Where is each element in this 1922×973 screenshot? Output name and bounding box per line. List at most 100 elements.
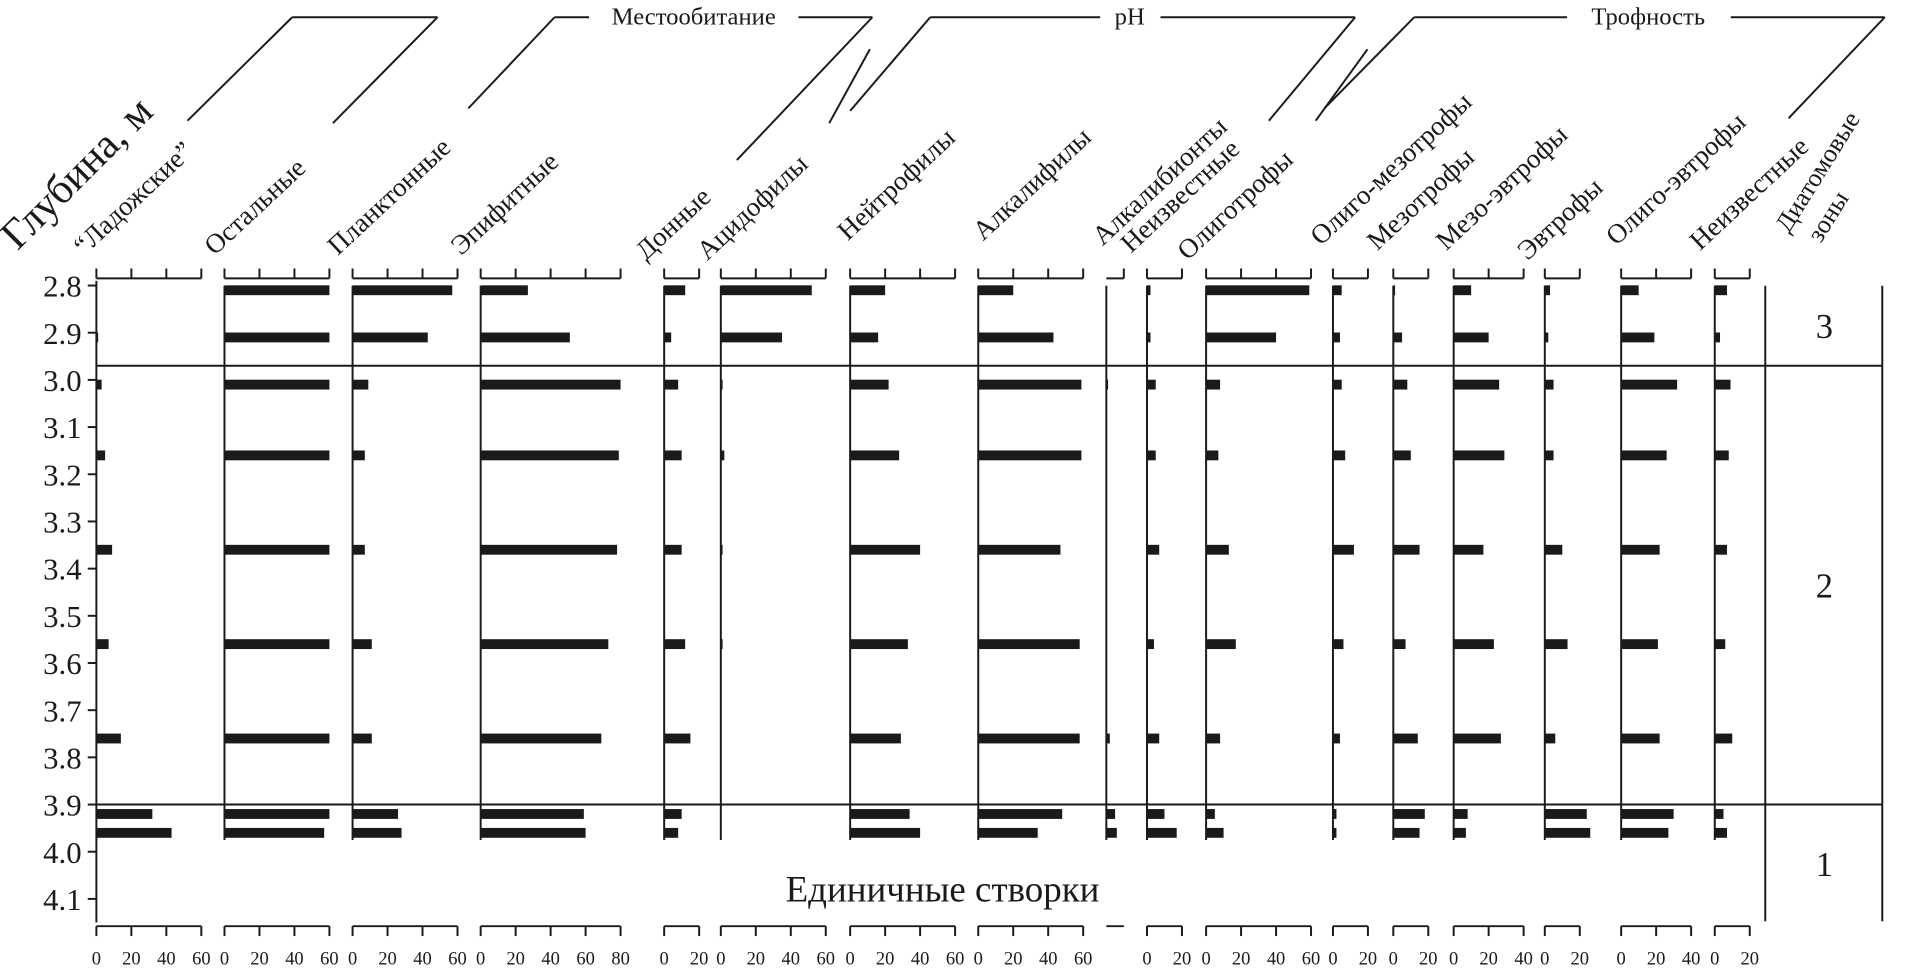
bar xyxy=(664,450,682,461)
bar xyxy=(664,332,672,343)
x-tick-label: 60 xyxy=(192,948,210,968)
bar xyxy=(96,379,102,390)
bar xyxy=(1332,450,1346,461)
bar xyxy=(352,379,369,390)
bar xyxy=(720,379,723,390)
bar xyxy=(224,827,325,838)
bar xyxy=(1146,450,1156,461)
bar xyxy=(352,450,365,461)
bar xyxy=(1621,285,1639,296)
bar xyxy=(850,379,889,390)
x-tick-label: 20 xyxy=(122,948,140,968)
bar xyxy=(1393,809,1425,819)
bar xyxy=(1206,639,1236,650)
bar xyxy=(1453,285,1472,296)
x-tick-label: 40 xyxy=(157,948,175,968)
zone-label: 2 xyxy=(1816,567,1833,605)
group-brackets xyxy=(186,16,1886,161)
bar xyxy=(96,827,172,838)
y-tick-label: 3.7 xyxy=(43,694,81,728)
bar xyxy=(1393,285,1396,296)
x-tick-label: 20 xyxy=(250,948,268,968)
bar xyxy=(978,285,1014,296)
y-tick-label: 3.2 xyxy=(43,458,81,492)
bar xyxy=(1206,450,1219,461)
bar xyxy=(1393,733,1418,744)
bar xyxy=(1621,450,1667,461)
bar xyxy=(1544,332,1549,343)
bar xyxy=(1146,332,1151,343)
column-label: Эпифитные xyxy=(445,146,565,260)
bar xyxy=(850,733,901,744)
annotation: Единичные створки xyxy=(786,869,1100,910)
bar xyxy=(1621,733,1660,744)
bar xyxy=(480,332,570,343)
bar xyxy=(1332,285,1342,296)
bar xyxy=(978,733,1080,744)
y-tick-label: 2.8 xyxy=(43,270,81,304)
x-tick-label: 0 xyxy=(1449,948,1458,968)
bar xyxy=(96,733,121,744)
y-tick-label: 3.9 xyxy=(43,789,81,823)
bar xyxy=(1146,809,1165,819)
bar xyxy=(1621,332,1655,343)
bar xyxy=(352,332,428,343)
bar xyxy=(1146,827,1177,838)
bar xyxy=(480,285,528,296)
y-tick-label: 3.5 xyxy=(43,600,81,634)
bar xyxy=(352,544,365,555)
bar xyxy=(978,332,1054,343)
bar xyxy=(1544,639,1568,650)
bar xyxy=(978,544,1061,555)
bar xyxy=(1206,809,1215,819)
x-tick-label: 0 xyxy=(1389,948,1398,968)
bar xyxy=(1453,809,1468,819)
bar xyxy=(978,809,1063,819)
bar xyxy=(1621,827,1669,838)
x-tick-label: 20 xyxy=(1479,948,1497,968)
zone-label: 1 xyxy=(1816,846,1833,884)
y-tick-label: 3.0 xyxy=(43,364,81,398)
bar xyxy=(1206,332,1277,343)
y-tick-label: 4.0 xyxy=(43,836,81,870)
bar xyxy=(850,450,900,461)
x-tick-label: 20 xyxy=(1359,948,1377,968)
bar xyxy=(1453,733,1501,744)
bar xyxy=(1393,379,1408,390)
bar xyxy=(96,332,99,343)
bar xyxy=(1453,450,1505,461)
x-tick-label: 20 xyxy=(506,948,524,968)
zone-label: 3 xyxy=(1816,308,1833,346)
group-label: Трофность xyxy=(1591,4,1705,31)
bar xyxy=(978,639,1080,650)
bar xyxy=(720,332,783,343)
bar xyxy=(480,379,621,390)
column-label: Планктонные xyxy=(321,132,456,261)
bar xyxy=(352,639,372,650)
bar xyxy=(1106,379,1109,390)
bar xyxy=(480,639,609,650)
bar xyxy=(224,332,330,343)
x-tick-label: 40 xyxy=(1267,948,1285,968)
bar xyxy=(720,450,725,461)
bar xyxy=(352,285,453,296)
bar xyxy=(1332,827,1337,838)
bar xyxy=(664,733,691,744)
bar xyxy=(1393,639,1406,650)
x-tick-label: 40 xyxy=(782,948,800,968)
x-tick-label: 0 xyxy=(1142,948,1151,968)
bar xyxy=(480,827,586,838)
bar xyxy=(720,639,723,650)
bar xyxy=(1453,544,1484,555)
x-tick-label: 0 xyxy=(348,948,357,968)
bar xyxy=(96,544,113,555)
bar xyxy=(850,639,908,650)
bar xyxy=(1206,827,1224,838)
bar xyxy=(664,544,682,555)
x-tick-label: 20 xyxy=(690,948,708,968)
bar xyxy=(480,450,619,461)
x-tick-label: 0 xyxy=(1540,948,1549,968)
bar xyxy=(1453,639,1494,650)
x-tick-label: 60 xyxy=(1074,948,1092,968)
